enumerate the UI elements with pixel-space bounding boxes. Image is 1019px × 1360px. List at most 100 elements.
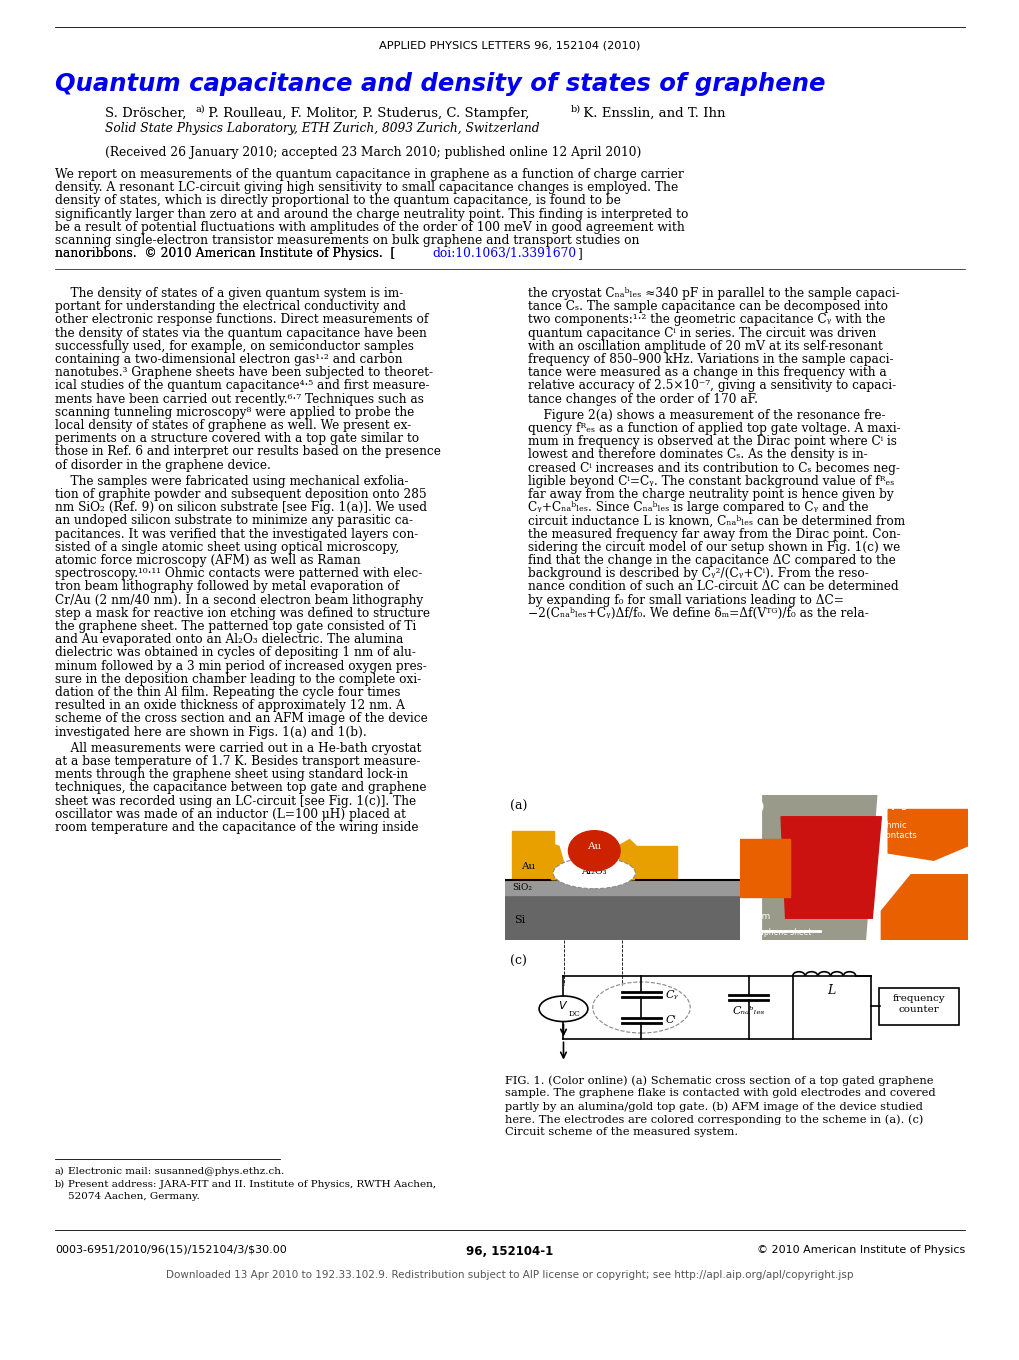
Bar	[504, 880, 739, 895]
Text: with an oscillation amplitude of 20 mV at its self-resonant: with an oscillation amplitude of 20 mV a…	[528, 340, 881, 352]
Text: Au: Au	[521, 862, 535, 870]
Text: by expanding f₀ for small variations leading to ΔC=: by expanding f₀ for small variations lea…	[528, 593, 843, 607]
Text: ohmic
contacts: ohmic contacts	[880, 821, 916, 840]
Text: Al₂O₃: Al₂O₃	[581, 868, 606, 876]
Text: Figure 2(a) shows a measurement of the resonance fre-: Figure 2(a) shows a measurement of the r…	[528, 409, 884, 422]
Text: scheme of the cross section and an AFM image of the device: scheme of the cross section and an AFM i…	[55, 713, 427, 725]
Text: Electronic mail: susanned@phys.ethz.ch.: Electronic mail: susanned@phys.ethz.ch.	[68, 1167, 284, 1176]
Text: tance changes of the order of 170 aF.: tance changes of the order of 170 aF.	[528, 393, 757, 405]
Text: frequency
counter: frequency counter	[892, 994, 945, 1013]
Text: of disorder in the graphene device.: of disorder in the graphene device.	[55, 458, 271, 472]
Text: other electronic response functions. Direct measurements of: other electronic response functions. Dir…	[55, 313, 428, 326]
Text: atomic force microscopy (AFM) as well as Raman: atomic force microscopy (AFM) as well as…	[55, 554, 361, 567]
Polygon shape	[781, 817, 880, 918]
Text: top gate: top gate	[880, 801, 923, 809]
Text: portant for understanding the electrical conductivity and: portant for understanding the electrical…	[55, 301, 406, 313]
Text: nm SiO₂ (Ref. 9) on silicon substrate [see Fig. 1(a)]. We used: nm SiO₂ (Ref. 9) on silicon substrate [s…	[55, 502, 427, 514]
Text: those in Ref. 6 and interpret our results based on the presence: those in Ref. 6 and interpret our result…	[55, 445, 440, 458]
Polygon shape	[533, 839, 568, 880]
Text: APPLIED PHYSICS LETTERS 96, 152104 (2010): APPLIED PHYSICS LETTERS 96, 152104 (2010…	[379, 39, 640, 50]
Text: a): a)	[55, 1167, 64, 1176]
Text: 1μm: 1μm	[751, 913, 771, 921]
Text: scanning tunneling microscopy⁸ were applied to probe the: scanning tunneling microscopy⁸ were appl…	[55, 405, 414, 419]
Text: pacitances. It was verified that the investigated layers con-: pacitances. It was verified that the inv…	[55, 528, 418, 540]
Text: lowest and therefore dominates Cₛ. As the density is in-: lowest and therefore dominates Cₛ. As th…	[528, 449, 867, 461]
Text: Solid State Physics Laboratory, ETH Zurich, 8093 Zurich, Switzerland: Solid State Physics Laboratory, ETH Zuri…	[105, 122, 539, 135]
Text: relative accuracy of 2.5×10⁻⁷, giving a sensitivity to capaci-: relative accuracy of 2.5×10⁻⁷, giving a …	[528, 379, 896, 393]
Text: and Au evaporated onto an Al₂O₃ dielectric. The alumina: and Au evaporated onto an Al₂O₃ dielectr…	[55, 634, 403, 646]
Text: the graphene sheet. The patterned top gate consisted of Ti: the graphene sheet. The patterned top ga…	[55, 620, 416, 632]
Text: room temperature and the capacitance of the wiring inside: room temperature and the capacitance of …	[55, 821, 418, 834]
Text: 96, 152104-1: 96, 152104-1	[466, 1244, 553, 1258]
Text: The density of states of a given quantum system is im-: The density of states of a given quantum…	[55, 287, 403, 301]
Bar	[504, 895, 739, 940]
Text: doi:10.1063/1.3391670: doi:10.1063/1.3391670	[432, 248, 576, 260]
Text: nance condition of such an LC-circuit ΔC can be determined: nance condition of such an LC-circuit ΔC…	[528, 581, 898, 593]
Text: sure in the deposition chamber leading to the complete oxi-: sure in the deposition chamber leading t…	[55, 673, 421, 685]
Text: S. Dröscher,: S. Dröscher,	[105, 107, 186, 120]
Text: two components:¹·² the geometric capacitance Cᵧ with the: two components:¹·² the geometric capacit…	[528, 313, 884, 326]
Text: here. The electrodes are colored corresponding to the scheme in (a). (c): here. The electrodes are colored corresp…	[504, 1114, 922, 1125]
Polygon shape	[739, 839, 790, 896]
Text: successfully used, for example, on semiconductor samples: successfully used, for example, on semic…	[55, 340, 414, 352]
Text: −2(Cₙₐᵇₗₑₛ+Cᵧ)Δf/f₀. We define δₘ=Δf(Vᵀᴳ)/f₀ as the rela-: −2(Cₙₐᵇₗₑₛ+Cᵧ)Δf/f₀. We define δₘ=Δf(Vᵀᴳ…	[528, 607, 868, 620]
Text: Cⁱ: Cⁱ	[665, 1016, 676, 1025]
Text: (Received 26 January 2010; accepted 23 March 2010; published online 12 April 201: (Received 26 January 2010; accepted 23 M…	[105, 146, 641, 159]
Text: 52074 Aachen, Germany.: 52074 Aachen, Germany.	[68, 1191, 200, 1201]
Text: local density of states of graphene as well. We present ex-: local density of states of graphene as w…	[55, 419, 411, 432]
Text: ]: ]	[577, 248, 581, 260]
Text: ments have been carried out recently.⁶·⁷ Techniques such as: ments have been carried out recently.⁶·⁷…	[55, 393, 424, 405]
Text: tron beam lithography followed by metal evaporation of: tron beam lithography followed by metal …	[55, 581, 398, 593]
Ellipse shape	[568, 831, 620, 870]
Text: Si: Si	[514, 915, 525, 925]
Text: density. A resonant LC-circuit giving high sensitivity to small capacitance chan: density. A resonant LC-circuit giving hi…	[55, 181, 678, 194]
Text: scanning single-electron transistor measurements on bulk graphene and transport : scanning single-electron transistor meas…	[55, 234, 639, 248]
Text: tance Cₛ. The sample capacitance can be decomposed into: tance Cₛ. The sample capacitance can be …	[528, 301, 888, 313]
Text: Quantum capacitance and density of states of graphene: Quantum capacitance and density of state…	[55, 72, 824, 97]
Text: the cryostat Cₙₐᵇₗₑₛ ≈340 pF in parallel to the sample capaci-: the cryostat Cₙₐᵇₗₑₛ ≈340 pF in parallel…	[528, 287, 899, 301]
Text: ligible beyond Cⁱ=Cᵧ. The constant background value of fᴿₑₛ: ligible beyond Cⁱ=Cᵧ. The constant backg…	[528, 475, 894, 488]
Text: minum followed by a 3 min period of increased oxygen pres-: minum followed by a 3 min period of incr…	[55, 660, 426, 673]
Text: the density of states via the quantum capacitance have been: the density of states via the quantum ca…	[55, 326, 426, 340]
Text: Cᵧ: Cᵧ	[665, 990, 678, 1000]
Text: We report on measurements of the quantum capacitance in graphene as a function o: We report on measurements of the quantum…	[55, 169, 683, 181]
Text: tion of graphite powder and subsequent deposition onto 285: tion of graphite powder and subsequent d…	[55, 488, 426, 500]
Text: graphene sheet: graphene sheet	[751, 928, 811, 937]
FancyBboxPatch shape	[878, 987, 958, 1024]
Text: the measured frequency far away from the Dirac point. Con-: the measured frequency far away from the…	[528, 528, 900, 540]
Text: L: L	[826, 985, 835, 997]
Ellipse shape	[552, 857, 635, 888]
Text: K. Ensslin, and T. Ihn: K. Ensslin, and T. Ihn	[579, 107, 725, 120]
Text: far away from the charge neutrality point is hence given by: far away from the charge neutrality poin…	[528, 488, 893, 500]
Text: (c): (c)	[510, 955, 526, 968]
Text: partly by an alumina/gold top gate. (b) AFM image of the device studied: partly by an alumina/gold top gate. (b) …	[504, 1102, 922, 1111]
Polygon shape	[762, 796, 876, 940]
Text: Circuit scheme of the measured system.: Circuit scheme of the measured system.	[504, 1127, 738, 1137]
Text: creased Cⁱ increases and its contribution to Cₛ becomes neg-: creased Cⁱ increases and its contributio…	[528, 461, 899, 475]
Text: Downloaded 13 Apr 2010 to 192.33.102.9. Redistribution subject to AIP license or: Downloaded 13 Apr 2010 to 192.33.102.9. …	[166, 1270, 853, 1280]
Text: periments on a structure covered with a top gate similar to: periments on a structure covered with a …	[55, 432, 419, 445]
Text: mum in frequency is observed at the Dirac point where Cⁱ is: mum in frequency is observed at the Dira…	[528, 435, 896, 449]
Text: © 2010 American Institute of Physics: © 2010 American Institute of Physics	[756, 1244, 964, 1255]
Text: nanoribbons.  © 2010 American Institute of Physics.  [: nanoribbons. © 2010 American Institute o…	[55, 248, 395, 260]
Text: All measurements were carried out in a He-bath cryostat: All measurements were carried out in a H…	[55, 741, 421, 755]
Text: sisted of a single atomic sheet using optical microscopy,: sisted of a single atomic sheet using op…	[55, 541, 398, 554]
Text: 0003-6951/2010/96(15)/152104/3/$30.00: 0003-6951/2010/96(15)/152104/3/$30.00	[55, 1244, 286, 1255]
Text: Au: Au	[587, 842, 601, 851]
Text: quantum capacitance Cⁱ in series. The circuit was driven: quantum capacitance Cⁱ in series. The ci…	[528, 326, 875, 340]
Text: frequency of 850–900 kHz. Variations in the sample capaci-: frequency of 850–900 kHz. Variations in …	[528, 354, 893, 366]
Text: quency fᴿₑₛ as a function of applied top gate voltage. A maxi-: quency fᴿₑₛ as a function of applied top…	[528, 422, 900, 435]
Text: find that the change in the capacitance ΔC compared to the: find that the change in the capacitance …	[528, 554, 895, 567]
Text: DC: DC	[568, 1010, 580, 1017]
Text: $V$: $V$	[557, 1000, 568, 1010]
Text: significantly larger than zero at and around the charge neutrality point. This f: significantly larger than zero at and ar…	[55, 208, 688, 220]
Text: circuit inductance L is known, Cₙₐᵇₗₑₛ can be determined from: circuit inductance L is known, Cₙₐᵇₗₑₛ c…	[528, 514, 905, 528]
Text: SiO₂: SiO₂	[512, 883, 532, 892]
Text: Cr/Au (2 nm/40 nm). In a second electron beam lithography: Cr/Au (2 nm/40 nm). In a second electron…	[55, 593, 423, 607]
Bar	[634, 846, 676, 880]
Text: oscillator was made of an inductor (L=100 μH) placed at: oscillator was made of an inductor (L=10…	[55, 808, 406, 821]
Text: density of states, which is directly proportional to the quantum capacitance, is: density of states, which is directly pro…	[55, 194, 621, 208]
Text: nanotubes.³ Graphene sheets have been subjected to theoret-: nanotubes.³ Graphene sheets have been su…	[55, 366, 433, 379]
Text: sheet was recorded using an LC-circuit [see Fig. 1(c)]. The: sheet was recorded using an LC-circuit […	[55, 794, 416, 808]
Text: sample. The graphene flake is contacted with gold electrodes and covered: sample. The graphene flake is contacted …	[504, 1088, 934, 1098]
